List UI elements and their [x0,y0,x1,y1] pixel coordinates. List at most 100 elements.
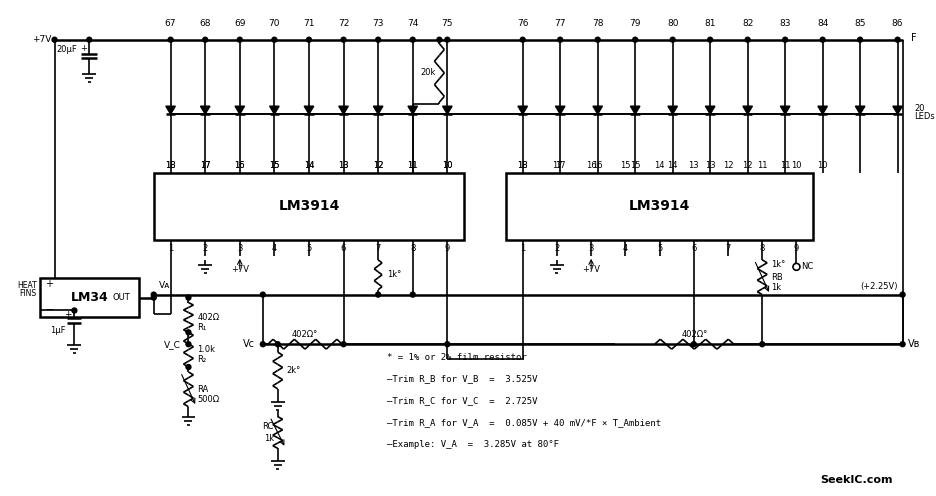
Circle shape [375,37,381,42]
Text: 78: 78 [592,19,604,28]
Circle shape [900,292,905,297]
Circle shape [52,37,57,42]
Text: Vʙ: Vʙ [908,339,920,349]
Text: 15: 15 [270,161,280,170]
Text: 13: 13 [705,161,715,170]
Text: 1k: 1k [771,283,782,292]
Polygon shape [592,106,603,114]
Text: 83: 83 [780,19,791,28]
Circle shape [445,37,450,42]
Text: 73: 73 [373,19,384,28]
Text: Vᴀ: Vᴀ [159,281,170,290]
Circle shape [375,292,381,297]
Circle shape [820,37,826,42]
Text: —Trim R_A for V_A  =  0.085V + 40 mV/*F × T_Ambient: —Trim R_A for V_A = 0.085V + 40 mV/*F × … [387,418,661,427]
Text: * = 1% or 2% film resistor: * = 1% or 2% film resistor [387,353,527,362]
Text: LM34: LM34 [70,291,109,304]
Text: 10: 10 [442,161,453,170]
Text: 9: 9 [445,245,450,253]
Text: R₁: R₁ [197,323,207,332]
Text: +: + [45,279,52,289]
Text: —Example: V_A  =  3.285V at 80°F: —Example: V_A = 3.285V at 80°F [387,440,559,449]
Text: 13: 13 [338,161,349,170]
Text: 11: 11 [780,161,790,170]
Polygon shape [339,106,348,114]
Circle shape [895,37,900,42]
Text: 402Ω°: 402Ω° [292,330,318,339]
Text: 81: 81 [705,19,716,28]
Circle shape [410,292,416,297]
Text: 72: 72 [338,19,349,28]
Text: 2: 2 [202,245,208,253]
Text: —Trim R_B for V_B  =  3.525V: —Trim R_B for V_B = 3.525V [387,374,537,383]
Text: 16: 16 [592,161,603,170]
Text: 18: 18 [518,161,528,170]
Text: FINS: FINS [20,289,37,298]
Text: 7: 7 [375,245,381,253]
Polygon shape [304,106,314,114]
Circle shape [152,295,156,300]
Circle shape [520,37,525,42]
Text: 20k: 20k [420,68,435,77]
Text: 84: 84 [817,19,828,28]
Text: 13: 13 [338,161,349,170]
Text: 77: 77 [554,19,566,28]
Text: 82: 82 [742,19,753,28]
Polygon shape [818,106,827,114]
Polygon shape [200,106,210,114]
Text: RC: RC [262,422,273,431]
Text: 1: 1 [520,245,525,253]
Circle shape [186,295,191,300]
Circle shape [152,292,156,297]
Circle shape [271,37,277,42]
Text: 6: 6 [691,245,696,253]
Text: 10: 10 [442,161,453,170]
Text: 69: 69 [234,19,245,28]
Text: HEAT: HEAT [17,281,37,290]
Text: F: F [911,33,916,43]
Text: 86: 86 [892,19,903,28]
Polygon shape [518,106,528,114]
Text: 17: 17 [200,161,211,170]
Text: 500Ω: 500Ω [197,395,220,404]
Text: 12: 12 [742,161,753,170]
Circle shape [186,330,191,335]
Text: R₂: R₂ [197,355,207,364]
Text: LM3914: LM3914 [629,199,690,213]
Text: 79: 79 [629,19,641,28]
Circle shape [87,37,92,42]
Text: 8: 8 [759,245,765,253]
Circle shape [708,37,712,42]
Text: +: + [80,44,87,53]
Circle shape [445,342,450,347]
Text: 5: 5 [306,245,312,253]
Circle shape [186,342,191,347]
Circle shape [595,37,600,42]
Text: 15: 15 [270,161,280,170]
Text: 9: 9 [794,245,799,253]
Text: 3: 3 [589,245,593,253]
Circle shape [72,308,77,313]
Text: LM3914: LM3914 [278,199,340,213]
Polygon shape [235,106,244,114]
Text: 12: 12 [373,161,384,170]
Circle shape [745,37,750,42]
Circle shape [760,342,765,347]
Text: 13: 13 [689,161,699,170]
Text: SeekIC.com: SeekIC.com [820,475,893,485]
Circle shape [900,342,905,347]
Text: 20: 20 [914,104,925,113]
Text: 402Ω: 402Ω [197,313,220,322]
Text: Vᴄ: Vᴄ [243,339,255,349]
Text: 1μF: 1μF [50,326,66,335]
Circle shape [410,37,416,42]
Text: 18: 18 [518,161,528,170]
Text: (+2.25V): (+2.25V) [860,282,898,291]
Polygon shape [743,106,753,114]
Text: 1k°: 1k° [771,260,785,269]
Bar [39,278,139,317]
Polygon shape [270,106,279,114]
Circle shape [558,37,563,42]
Text: 17: 17 [555,161,565,170]
Text: 8: 8 [410,245,416,253]
